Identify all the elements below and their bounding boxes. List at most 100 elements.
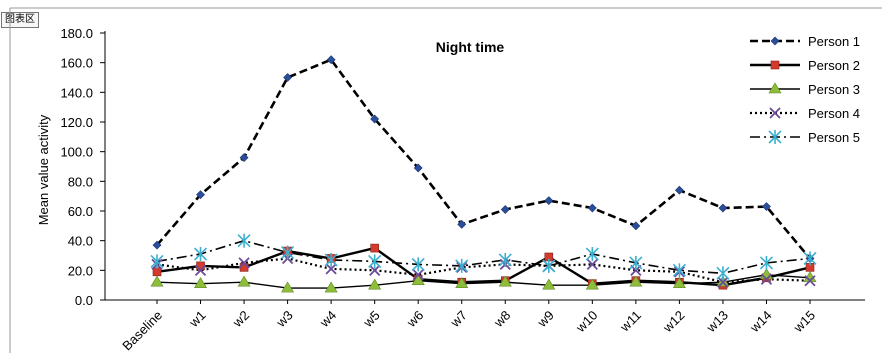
y-tick-label: 40.0 <box>68 234 93 249</box>
data-point-s4 <box>369 264 381 276</box>
data-point-s5 <box>281 245 295 260</box>
data-point-s5 <box>237 233 251 248</box>
y-axis-title: Mean value activity <box>36 114 51 225</box>
data-point-s1 <box>239 153 249 163</box>
legend-marker <box>769 107 781 119</box>
data-point-s2 <box>152 267 162 277</box>
data-point-s2 <box>370 243 379 253</box>
x-tick-label: w7 <box>447 308 470 331</box>
legend-label: Person 1 <box>808 34 860 49</box>
data-point-s5 <box>542 258 556 273</box>
data-point-s3 <box>672 277 686 288</box>
legend-marker <box>768 130 782 144</box>
legend-item-3: Person 3 <box>750 82 860 97</box>
data-point-s5 <box>455 258 469 273</box>
data-point-s5 <box>368 254 382 269</box>
x-tick-label: w10 <box>572 308 600 336</box>
data-point-s3 <box>498 275 512 287</box>
data-point-s1 <box>370 114 380 124</box>
data-point-s1 <box>718 203 728 213</box>
legend-item-4: Person 4 <box>750 106 860 121</box>
data-point-s3 <box>194 277 208 288</box>
y-tick-label: 140.0 <box>60 85 93 100</box>
data-point-s3 <box>237 275 251 287</box>
x-tick-label: w5 <box>360 308 383 331</box>
data-point-s5 <box>759 255 774 270</box>
data-point-s5 <box>716 266 730 281</box>
data-point-s1 <box>457 219 467 229</box>
legend-item-5: Person 5 <box>750 130 860 145</box>
x-tick-label: w6 <box>403 308 426 331</box>
x-tick-label: w11 <box>616 308 643 335</box>
x-tick-label: w1 <box>186 308 209 331</box>
data-point-s3 <box>455 277 469 288</box>
y-tick-label: 160.0 <box>60 56 93 71</box>
y-tick-label: 80.0 <box>68 174 93 189</box>
x-tick-label: w15 <box>790 308 818 336</box>
data-point-s1 <box>152 240 162 250</box>
data-point-s3 <box>368 278 382 290</box>
series-line-5 <box>156 239 811 275</box>
data-point-s1 <box>326 55 336 65</box>
data-point-s4 <box>717 276 729 288</box>
data-point-s1 <box>762 202 771 211</box>
legend-label: Person 5 <box>808 130 860 145</box>
y-tick-label: 180.0 <box>60 26 93 41</box>
data-point-s3 <box>542 278 556 290</box>
y-tick-label: 100.0 <box>60 145 93 160</box>
x-tick-label: w8 <box>490 308 513 331</box>
data-point-s1 <box>413 163 423 173</box>
data-point-s4 <box>194 264 207 276</box>
data-point-s3 <box>585 278 599 290</box>
x-tick-label: w9 <box>534 308 557 331</box>
legend-item-1: Person 1 <box>750 34 860 49</box>
data-point-s5 <box>411 257 425 272</box>
data-point-s1 <box>544 196 554 206</box>
data-point-s1 <box>196 190 205 200</box>
data-point-s5 <box>193 247 208 262</box>
legend-label: Person 2 <box>808 58 860 73</box>
data-point-s5 <box>585 247 599 262</box>
data-point-s4 <box>238 257 250 269</box>
y-tick-label: 20.0 <box>68 263 93 278</box>
data-point-s4 <box>325 263 337 275</box>
data-point-s4 <box>586 258 598 271</box>
data-point-s3 <box>629 275 643 287</box>
data-point-s3 <box>281 281 295 293</box>
data-point-s1 <box>631 221 641 231</box>
legend-marker <box>768 82 782 94</box>
legend-marker <box>770 60 780 70</box>
data-point-s4 <box>412 269 424 281</box>
data-point-s5 <box>629 255 643 270</box>
x-tick-label: w3 <box>273 308 296 331</box>
chart-title: Night time <box>436 39 505 55</box>
data-point-s4 <box>760 273 773 285</box>
data-point-s1 <box>587 203 597 213</box>
y-tick-label: 60.0 <box>68 204 93 219</box>
x-tick-label: w13 <box>703 308 731 336</box>
data-point-s1 <box>500 205 510 214</box>
data-point-s1 <box>674 185 684 195</box>
legend-item-2: Person 2 <box>750 58 860 73</box>
legend-label: Person 4 <box>808 106 860 121</box>
data-point-s5 <box>672 263 686 278</box>
x-tick-label: w12 <box>659 308 687 336</box>
data-point-s3 <box>411 274 425 286</box>
data-point-s5 <box>324 252 338 267</box>
series-line-2 <box>156 246 811 287</box>
x-tick-label: w2 <box>229 308 252 331</box>
data-point-s4 <box>804 275 816 287</box>
series-line-3 <box>156 274 811 289</box>
data-point-s3 <box>150 275 164 287</box>
x-tick-label: w4 <box>316 308 339 331</box>
data-point-s1 <box>283 73 293 82</box>
data-point-s5 <box>803 251 817 266</box>
legend-label: Person 3 <box>808 82 860 97</box>
data-point-s5 <box>150 254 164 269</box>
series-line-1 <box>156 58 811 260</box>
x-tick-label: Baseline <box>119 308 165 353</box>
data-point-s5 <box>498 252 512 267</box>
y-tick-label: 120.0 <box>60 115 93 130</box>
